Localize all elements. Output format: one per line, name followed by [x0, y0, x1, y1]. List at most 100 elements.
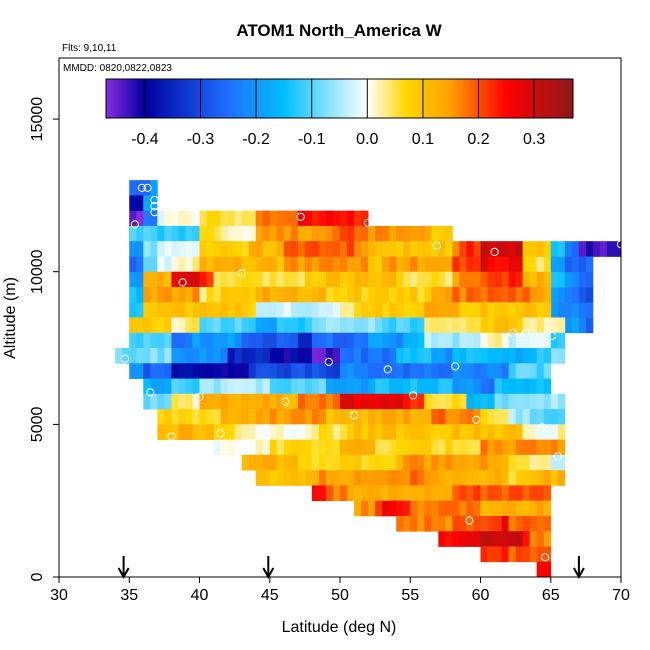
- heatmap-cell: [304, 439, 313, 456]
- heatmap-cell: [431, 225, 439, 242]
- heatmap-cell: [466, 332, 474, 349]
- heatmap-cell: [508, 332, 517, 349]
- heatmap-cell: [283, 317, 292, 334]
- observation-point: [538, 423, 547, 432]
- heatmap-cell: [234, 348, 243, 364]
- heatmap-cell: [332, 271, 341, 288]
- heatmap-cell: [318, 439, 327, 456]
- heatmap-cell: [529, 241, 538, 257]
- heatmap-cell: [354, 286, 362, 303]
- heatmap-cell: [178, 225, 186, 242]
- heatmap-cell: [431, 470, 439, 486]
- heatmap-cell: [241, 409, 250, 425]
- heatmap-cell: [417, 393, 425, 410]
- heatmap-cell: [340, 225, 348, 242]
- heatmap-cell: [375, 439, 383, 456]
- heatmap-cell: [297, 332, 306, 349]
- heatmap-cell: [445, 241, 453, 257]
- heatmap-cell: [543, 241, 552, 257]
- heatmap-cell: [199, 393, 207, 410]
- heatmap-cell: [403, 271, 411, 288]
- heatmap-cell: [325, 317, 334, 334]
- heatmap-cell: [396, 363, 404, 379]
- heatmap-cell: [473, 332, 481, 349]
- heatmap-cell: [143, 180, 151, 196]
- heatmap-cell: [543, 500, 552, 517]
- heatmap-cell: [522, 454, 531, 471]
- heatmap-cell: [276, 210, 285, 227]
- observation-point: [508, 328, 517, 337]
- heatmap-cell: [536, 393, 545, 410]
- heatmap-cell: [501, 439, 509, 456]
- heatmap-cell: [192, 409, 200, 425]
- heatmap-cell: [248, 271, 257, 288]
- heatmap-cell: [368, 393, 376, 410]
- heatmap-cell: [255, 348, 264, 364]
- heatmap-cell: [192, 424, 200, 441]
- heatmap-cell: [382, 470, 390, 486]
- heatmap-cell: [164, 378, 172, 395]
- heatmap-cell: [466, 485, 474, 502]
- heatmap-cell: [368, 363, 376, 379]
- heatmap-cell: [417, 302, 425, 318]
- heatmap-cell: [452, 439, 460, 456]
- heatmap-cell: [438, 363, 446, 379]
- heatmap-cell: [536, 286, 545, 303]
- heatmap-cell: [199, 271, 207, 288]
- heatmap-cell: [347, 302, 355, 318]
- heatmap-cell: [354, 439, 362, 456]
- heatmap-cell: [487, 317, 495, 334]
- observation-point: [553, 452, 562, 461]
- heatmap-cell: [466, 348, 474, 364]
- heatmap-cell: [220, 332, 228, 349]
- heatmap-cell: [473, 302, 481, 318]
- heatmap-cell: [283, 302, 292, 318]
- heatmap-cell: [445, 515, 453, 532]
- heatmap-cell: [262, 454, 271, 471]
- heatmap-cell: [438, 531, 446, 547]
- heatmap-cell: [494, 271, 502, 288]
- heatmap-cell: [332, 393, 341, 410]
- heatmap-cell: [325, 225, 334, 242]
- heatmap-cell: [136, 286, 144, 303]
- heatmap-cell: [255, 241, 264, 257]
- heatmap-cell: [318, 485, 327, 502]
- heatmap-cell: [550, 302, 559, 318]
- heatmap-cell: [143, 256, 151, 273]
- heatmap-cell: [445, 363, 453, 379]
- heatmap-cell: [361, 210, 369, 227]
- heatmap-cell: [431, 317, 439, 334]
- heatmap-cell: [340, 485, 348, 502]
- heatmap-cell: [143, 241, 151, 257]
- heatmap-cell: [213, 439, 221, 456]
- heatmap-cell: [129, 348, 137, 364]
- heatmap-cell: [501, 286, 509, 303]
- heatmap-cell: [403, 500, 411, 517]
- heatmap-cell: [494, 515, 502, 532]
- heatmap-cell: [325, 485, 334, 502]
- heatmap-cell: [164, 225, 172, 242]
- heatmap-cell: [522, 271, 531, 288]
- heatmap-cell: [325, 424, 334, 441]
- heatmap-cell: [543, 454, 552, 471]
- heatmap-cell: [557, 286, 566, 303]
- heatmap-cell: [382, 286, 390, 303]
- heatmap-cell: [515, 363, 524, 379]
- heatmap-cell: [543, 348, 552, 364]
- heatmap-cell: [396, 256, 404, 273]
- heatmap-cell: [515, 485, 524, 502]
- heatmap-cell: [487, 348, 495, 364]
- heatmap-cell: [136, 332, 144, 349]
- heatmap-cell: [375, 317, 383, 334]
- heatmap-cell: [508, 439, 517, 456]
- observation-point: [364, 218, 373, 227]
- heatmap-cell: [487, 470, 495, 486]
- heatmap-cell: [438, 378, 446, 395]
- heatmap-cell: [382, 317, 390, 334]
- heatmap-cell: [150, 286, 158, 303]
- heatmap-cell: [129, 225, 137, 242]
- heatmap-cell: [361, 424, 369, 441]
- heatmap-cell: [403, 515, 411, 532]
- heatmap-cell: [136, 180, 144, 196]
- heatmap-cell: [452, 317, 460, 334]
